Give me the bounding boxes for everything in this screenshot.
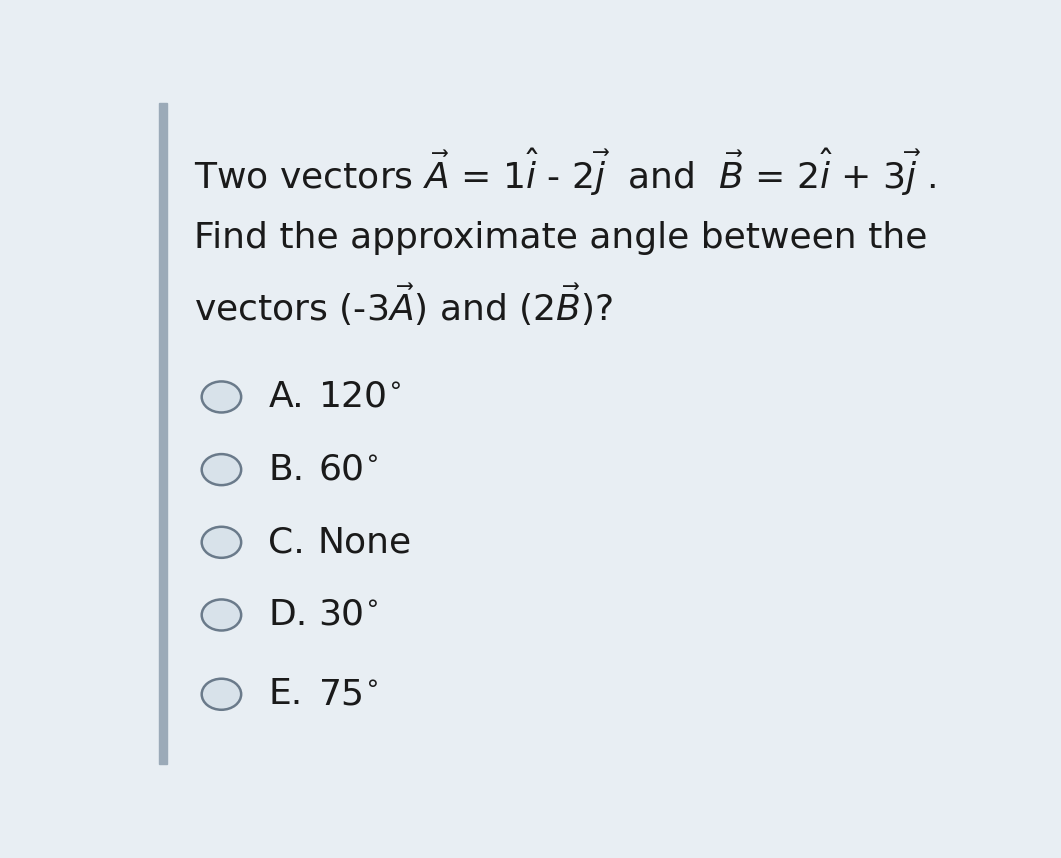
Ellipse shape [202, 679, 241, 710]
Ellipse shape [202, 382, 241, 413]
Text: None: None [317, 525, 412, 559]
Bar [159, 103, 168, 764]
Text: 120$^{\circ}$: 120$^{\circ}$ [317, 380, 401, 414]
Text: E.: E. [268, 677, 302, 711]
Text: Two vectors $\vec{A}$ = 1$\hat{i}$ - 2$\vec{j}$  and  $\vec{B}$ = 2$\hat{i}$ + 3: Two vectors $\vec{A}$ = 1$\hat{i}$ - 2$\… [194, 147, 937, 198]
Text: A.: A. [268, 380, 303, 414]
Text: Find the approximate angle between the: Find the approximate angle between the [194, 221, 927, 256]
Text: 75$^{\circ}$: 75$^{\circ}$ [317, 677, 378, 711]
Ellipse shape [202, 454, 241, 485]
Text: C.: C. [268, 525, 306, 559]
Ellipse shape [202, 527, 241, 558]
Text: vectors (-3$\vec{A}$) and (2$\vec{B}$)?: vectors (-3$\vec{A}$) and (2$\vec{B}$)? [194, 281, 613, 328]
Text: D.: D. [268, 598, 308, 632]
Text: B.: B. [268, 453, 305, 486]
Text: 30$^{\circ}$: 30$^{\circ}$ [317, 598, 378, 632]
Ellipse shape [202, 600, 241, 631]
Text: 60$^{\circ}$: 60$^{\circ}$ [317, 453, 378, 486]
